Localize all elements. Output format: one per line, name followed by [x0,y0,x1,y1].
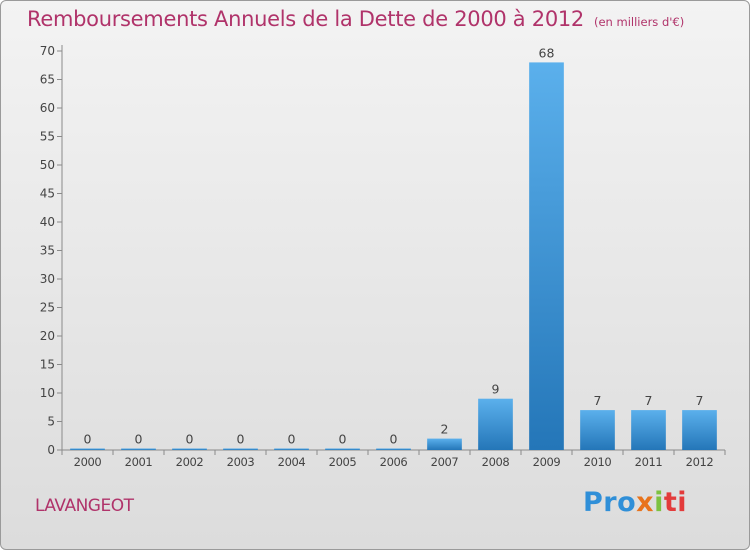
x-tick-label-2006: 2006 [380,455,408,469]
chart-bars [70,62,717,451]
y-tick-label: 50 [40,158,55,172]
value-label-2004: 0 [288,432,296,447]
x-tick-label-2001: 2001 [125,455,153,469]
x-tick-label-2008: 2008 [482,455,510,469]
value-label-2005: 0 [339,432,347,447]
y-tick-label: 10 [40,386,55,400]
y-tick-label: 5 [47,415,55,429]
y-tick-label: 35 [40,244,55,258]
x-tick-label-2005: 2005 [329,455,357,469]
y-tick-label: 55 [40,130,55,144]
bar-2011 [631,410,666,450]
bar-2009 [529,62,564,451]
chart-title-text: Remboursements Annuels de la Dette de 20… [27,7,584,31]
y-tick-label: 20 [40,329,55,343]
bar-2006 [376,448,411,450]
value-label-2007: 2 [441,422,449,437]
bar-2008 [478,398,513,450]
value-label-2002: 0 [186,432,194,447]
y-tick-label: 45 [40,187,55,201]
logo-part-3: i [654,487,664,518]
y-tick-label: 15 [40,358,55,372]
proxiti-logo: Proxiti [583,487,687,518]
x-tick-label-2011: 2011 [635,455,663,469]
x-tick-label-2012: 2012 [686,455,714,469]
x-tick-label-2010: 2010 [584,455,612,469]
bar-2005 [325,448,360,450]
x-tick-label-2000: 2000 [74,455,102,469]
y-tick-label: 65 [40,73,55,87]
y-tick-label: 0 [47,443,55,457]
bar-2010 [580,410,615,450]
value-label-2012: 7 [696,393,704,408]
value-label-2009: 68 [539,45,555,60]
x-tick-label-2009: 2009 [533,455,561,469]
value-label-2008: 9 [492,382,500,397]
y-tick-label: 25 [40,301,55,315]
value-label-2006: 0 [390,432,398,447]
y-tick-label: 70 [40,44,55,58]
value-label-2010: 7 [594,393,602,408]
value-label-2001: 0 [135,432,143,447]
logo-part-1: Pro [583,487,637,518]
bar-2000 [70,448,105,450]
y-tick-label: 40 [40,215,55,229]
bar-2007 [427,438,462,450]
y-tick-label: 30 [40,272,55,286]
x-tick-label-2004: 2004 [278,455,306,469]
commune-name: LAVANGEOT [35,496,134,516]
x-tick-label-2003: 2003 [227,455,255,469]
value-label-2011: 7 [645,393,653,408]
x-tick-label-2007: 2007 [431,455,459,469]
bar-2002 [172,448,207,450]
chart-subtitle: (en milliers d'€) [594,15,685,29]
y-tick-label: 60 [40,101,55,115]
chart-labels: 0 2000 0 2001 0 2002 0 2003 0 2004 0 2005 0 2006 2 2007… [74,45,714,469]
bar-2004 [274,448,309,450]
logo-part-4: ti [663,487,688,518]
bar-2001 [121,448,156,450]
chart-title: Remboursements Annuels de la Dette de 20… [27,7,684,31]
value-label-2003: 0 [237,432,245,447]
x-tick-label-2002: 2002 [176,455,204,469]
logo-part-2: x [636,487,655,518]
bar-2003 [223,448,258,450]
value-label-2000: 0 [84,432,92,447]
bar-2012 [682,410,717,450]
